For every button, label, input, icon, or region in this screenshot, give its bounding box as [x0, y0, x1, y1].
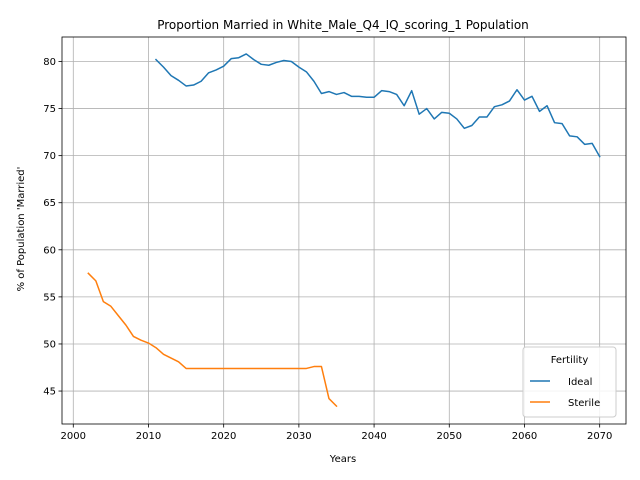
grid: [62, 37, 626, 424]
x-tick-label: 2000: [61, 431, 86, 442]
series-line-ideal: [154, 53, 601, 158]
legend-title: Fertility: [551, 355, 589, 366]
x-tick-label: 2050: [437, 431, 462, 442]
x-tick-label: 2040: [361, 431, 386, 442]
legend-box: [522, 346, 617, 418]
x-tick-label: 2030: [286, 431, 311, 442]
y-tick-label: 50: [43, 339, 56, 350]
x-tick-label: 2010: [136, 431, 161, 442]
plot-frame: [61, 36, 627, 425]
x-tick-label: 2060: [512, 431, 537, 442]
x-tick-label: 2020: [211, 431, 236, 442]
series-line-sterile: [87, 272, 338, 408]
y-tick-label: 70: [43, 151, 56, 162]
y-tick-label: 55: [43, 292, 56, 303]
y-axis-label: % of Population 'Married': [16, 167, 27, 292]
x-axis-label: Years: [329, 454, 356, 465]
legend: Fertility Ideal Sterile: [522, 346, 617, 418]
y-tick-label: 60: [43, 245, 56, 256]
y-tick-label: 45: [43, 387, 56, 398]
series-lines: [87, 53, 601, 408]
y-tick-label: 75: [43, 104, 56, 115]
chart-title: Proportion Married in White_Male_Q4_IQ_s…: [157, 18, 529, 32]
x-tick-label: 2070: [587, 431, 612, 442]
y-tick-label: 65: [43, 198, 56, 209]
y-tick-label: 80: [43, 57, 56, 68]
axis-ticks: 2000 2010 2020 2030 2040 2050 2060 2070 45 50 55 60…: [43, 57, 612, 442]
legend-label-sterile: Sterile: [568, 398, 600, 409]
legend-label-ideal: Ideal: [568, 377, 592, 388]
